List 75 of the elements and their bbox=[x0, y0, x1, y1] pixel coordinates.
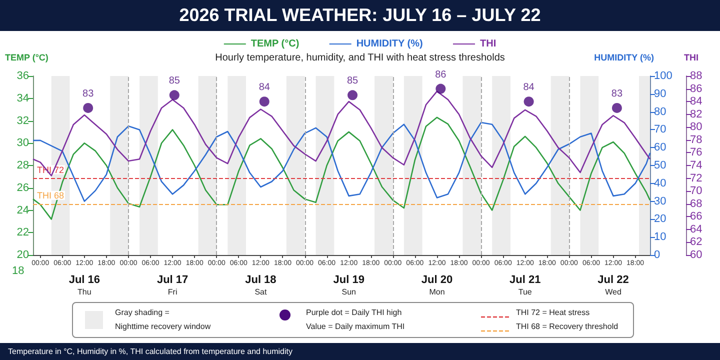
text: Purple dot = Daily THI high bbox=[306, 308, 402, 317]
y2-tick-label: 20 bbox=[654, 213, 666, 226]
y3-tick-label: 80 bbox=[690, 121, 702, 134]
y2-tick-label: 100 bbox=[654, 70, 672, 82]
y3-tick-label: 82 bbox=[690, 108, 702, 120]
y2-tick-label: 70 bbox=[654, 124, 666, 136]
point bbox=[436, 84, 446, 94]
y3-tick-label: 70 bbox=[690, 185, 702, 198]
text: Gray shading = bbox=[115, 308, 170, 317]
text: THI 72 = Heat stress bbox=[516, 308, 590, 317]
y-tick-label: 26 bbox=[16, 182, 29, 194]
data-label: 85 bbox=[346, 76, 359, 87]
y2-tick-label: 30 bbox=[654, 195, 666, 208]
chart-title: 2026 TRIAL WEATHER: JULY 16 – JULY 22 bbox=[0, 0, 720, 31]
data-label: 84 bbox=[258, 82, 270, 94]
y2-tick-label: 0 bbox=[654, 249, 660, 261]
legend-label: TEMP (°C) bbox=[250, 38, 300, 50]
point bbox=[348, 90, 358, 100]
point bbox=[524, 96, 534, 107]
y3-tick-label: 78 bbox=[690, 134, 702, 146]
y2-tick-label: 90 bbox=[654, 88, 666, 100]
y2-tick-label: 40 bbox=[654, 177, 666, 190]
y3-tick-label: 74 bbox=[690, 160, 702, 172]
x2-tick-label: Jul 22 Wed bbox=[598, 274, 629, 296]
x2-tick-label: Jul 20 Mon bbox=[421, 274, 453, 296]
x2-tick-label: Jul 17 Fri bbox=[156, 274, 188, 296]
y2-tick-label: 10 bbox=[654, 231, 666, 244]
point bbox=[259, 96, 270, 107]
point bbox=[612, 102, 622, 113]
data-label: 84 bbox=[523, 82, 535, 94]
chart-subtitle: Hourly temperature, humidity, and THI with heat stress thresholds bbox=[215, 52, 505, 64]
data-label: 86 bbox=[435, 69, 447, 80]
y-tick-label: 22 bbox=[16, 226, 29, 239]
point bbox=[83, 102, 94, 113]
y2-tick-label: 60 bbox=[654, 142, 666, 154]
y2-tick-label: 50 bbox=[654, 160, 666, 172]
y3-tick-label: 72 bbox=[690, 172, 702, 184]
y-tick-label: 36 bbox=[16, 70, 29, 82]
x2-tick-label: Jul 19 Sun bbox=[333, 274, 364, 296]
y2-tick-label: 80 bbox=[654, 106, 666, 118]
legend-label: THI bbox=[480, 38, 496, 50]
y3-axis-title: THI bbox=[684, 52, 698, 62]
y3-tick-label: 66 bbox=[690, 210, 702, 223]
text: Nighttime recovery window bbox=[115, 322, 211, 331]
y3-tick-label: 84 bbox=[690, 96, 702, 108]
y2-axis-title: HUMIDITY (%) bbox=[594, 52, 654, 62]
text: 18 bbox=[12, 265, 24, 277]
x2-tick-label: Jul 18 Sat bbox=[245, 274, 276, 296]
line-series bbox=[32, 122, 651, 202]
x2-tick-label: Jul 16 Thu bbox=[68, 274, 100, 296]
data-label: 83 bbox=[611, 88, 623, 100]
y3-tick-label: 86 bbox=[690, 82, 702, 95]
y-axis-title: TEMP (°C) bbox=[5, 52, 48, 62]
y3-tick-label: 76 bbox=[690, 146, 702, 159]
y-tick-label: 28 bbox=[16, 160, 29, 172]
x2-tick-label: Jul 21 Tue bbox=[510, 274, 541, 296]
y-tick-label: 24 bbox=[16, 204, 29, 216]
data-label: 83 bbox=[82, 88, 94, 100]
line-series bbox=[32, 116, 651, 220]
point bbox=[169, 90, 180, 100]
y-tick-label: 20 bbox=[16, 249, 29, 261]
y3-tick-label: 60 bbox=[690, 249, 702, 261]
y-tick-label: 34 bbox=[16, 92, 29, 104]
text: Temperature in °C, Humidity in %, THI calculated from temperature and humidity bbox=[8, 347, 292, 356]
y3-tick-label: 62 bbox=[690, 236, 702, 248]
ref-line-label: THI 68 bbox=[37, 190, 64, 200]
legend-label: HUMIDITY (%) bbox=[356, 38, 423, 50]
text: THI 68 = Recovery threshold bbox=[516, 322, 618, 331]
text: Value = Daily maximum THI bbox=[306, 322, 405, 331]
y3-tick-label: 68 bbox=[690, 198, 702, 210]
y3-tick-label: 64 bbox=[690, 223, 702, 236]
y3-tick-label: 88 bbox=[690, 70, 702, 82]
y-tick-label: 30 bbox=[16, 137, 29, 150]
y-tick-label: 32 bbox=[16, 114, 29, 127]
data-label: 85 bbox=[168, 76, 180, 87]
